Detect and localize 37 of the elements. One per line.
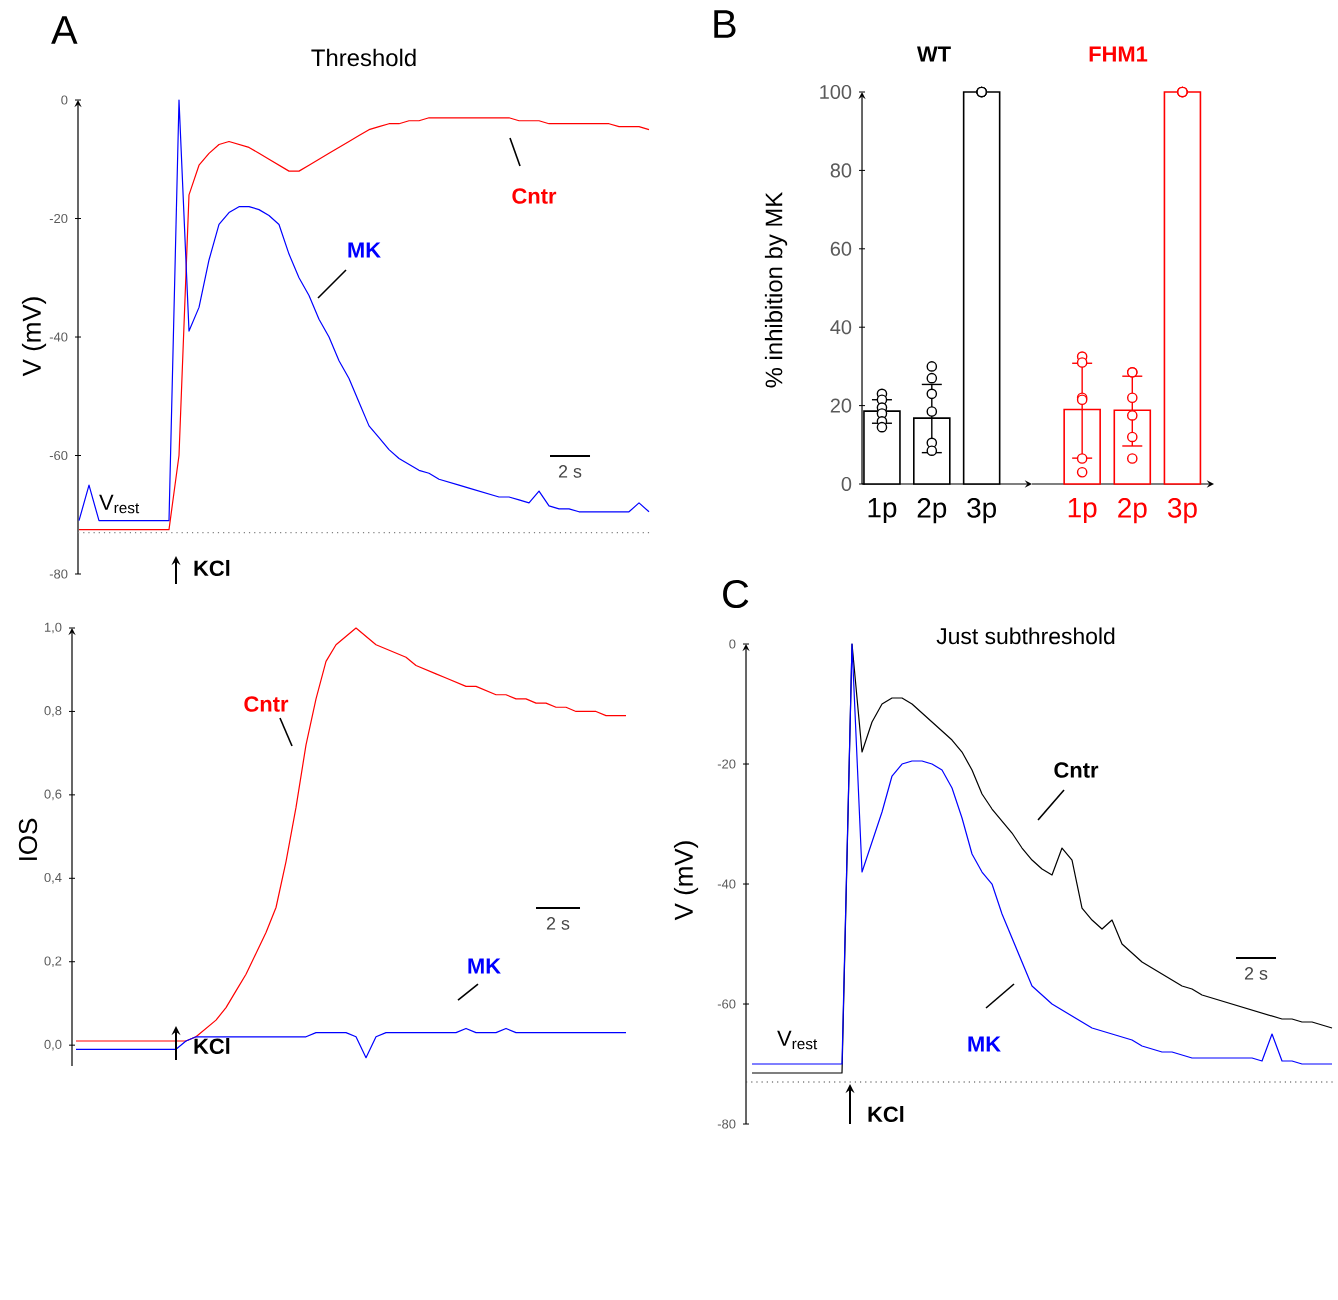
chart-title: Just subthreshold xyxy=(936,627,1115,645)
annotation: V$_{rest}$ xyxy=(777,1030,818,1050)
x-tick-label: 3p xyxy=(967,498,996,524)
y-tick-label: 40 xyxy=(830,320,852,335)
text: C xyxy=(723,579,749,609)
chart-title: Threshold xyxy=(311,48,416,67)
annotation: KCl xyxy=(868,1105,904,1123)
x-tick-label: 2p xyxy=(917,498,947,524)
y-tick-label: 20 xyxy=(830,398,852,413)
y-tick-label: 100 xyxy=(820,84,852,100)
text: B xyxy=(714,10,736,38)
series-label: Cntr xyxy=(244,696,289,712)
annotation: V$_{rest}$ xyxy=(99,494,140,514)
x-tick-label: 2p xyxy=(1118,498,1147,524)
text: Cntr xyxy=(512,188,557,204)
annotation: 2 s xyxy=(546,917,570,930)
annotation: 2 s xyxy=(558,465,582,478)
text: MK xyxy=(968,1036,1001,1052)
text: Cntr xyxy=(1054,762,1099,778)
y-axis-title: % inhibition by MK xyxy=(764,191,788,388)
y-axis-title: V (mV) xyxy=(673,841,699,921)
y-axis-title: V (mV) xyxy=(21,297,47,377)
y-tick-label: 60 xyxy=(830,241,852,256)
text: MK xyxy=(468,958,501,974)
y-tick-label: 80 xyxy=(830,163,852,178)
annotation: KCl xyxy=(194,1037,230,1055)
text: A xyxy=(51,16,78,44)
x-tick-label: 3p xyxy=(1167,498,1197,524)
series-label: WT xyxy=(917,46,951,62)
series-label: FHM1 xyxy=(1089,46,1148,62)
x-tick-label: 1p xyxy=(1068,498,1097,524)
annotation: KCl xyxy=(194,559,230,577)
y-axis-title: IOS xyxy=(18,818,38,860)
x-tick-label: 1p xyxy=(868,498,897,524)
annotation: 2 s xyxy=(1244,967,1268,980)
y-tick-label: 0 xyxy=(841,476,852,492)
text: MK xyxy=(348,242,381,258)
